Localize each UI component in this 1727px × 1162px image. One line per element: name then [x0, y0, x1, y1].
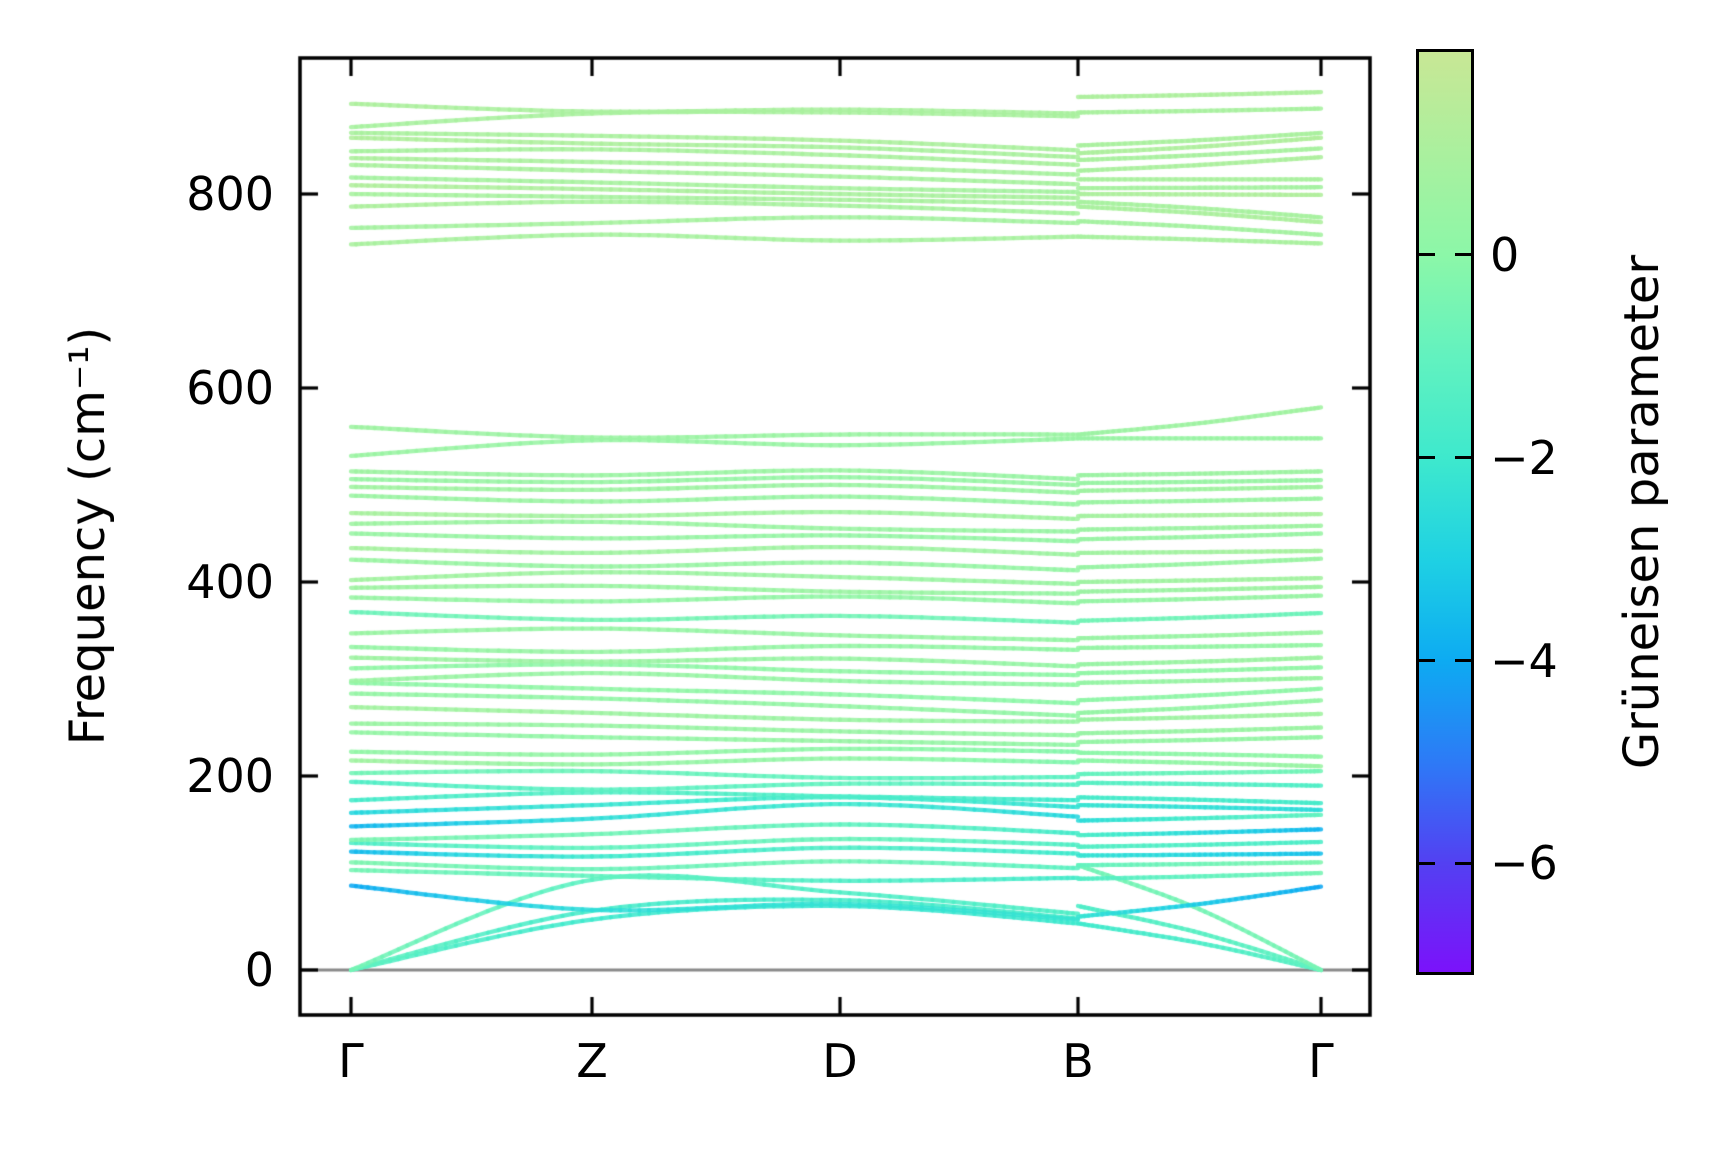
x-tick-label-gamma: Γ — [338, 1034, 364, 1088]
colorbar-tick-label: −6 — [1490, 836, 1558, 891]
y-tick-label: 600 — [186, 361, 274, 415]
colorbar-tick-label: 0 — [1490, 227, 1520, 282]
y-tick-label: 0 — [244, 943, 274, 997]
colorbar-tick-dash — [1455, 456, 1471, 460]
colorbar-tick-dash — [1419, 658, 1435, 663]
colorbar-tick-label: −2 — [1490, 430, 1558, 485]
x-tick-label-b: B — [1062, 1034, 1094, 1088]
y-tick-label: 200 — [186, 749, 274, 803]
colorbar-tick-dash — [1419, 253, 1435, 257]
colorbar-gradient — [1418, 51, 1471, 972]
colorbar-tick-dash — [1455, 253, 1471, 257]
colorbar — [1415, 48, 1474, 975]
colorbar-label: Grüneisen parameter — [1614, 254, 1670, 770]
colorbar-tick-dash — [1419, 861, 1435, 866]
x-tick-label-d: D — [822, 1034, 858, 1088]
colorbar-tick-dash — [1419, 456, 1435, 460]
x-tick-label-gamma2: Γ — [1308, 1034, 1334, 1088]
colorbar-tick-dash — [1455, 658, 1471, 663]
y-axis-label: Frequency (cm⁻¹) — [60, 326, 116, 746]
colorbar-tick-dash — [1455, 861, 1471, 866]
colorbar-tick-label: −4 — [1490, 633, 1558, 688]
y-tick-label: 800 — [186, 167, 274, 221]
x-tick-label-z: Z — [576, 1034, 608, 1088]
y-tick-label: 400 — [186, 555, 274, 609]
